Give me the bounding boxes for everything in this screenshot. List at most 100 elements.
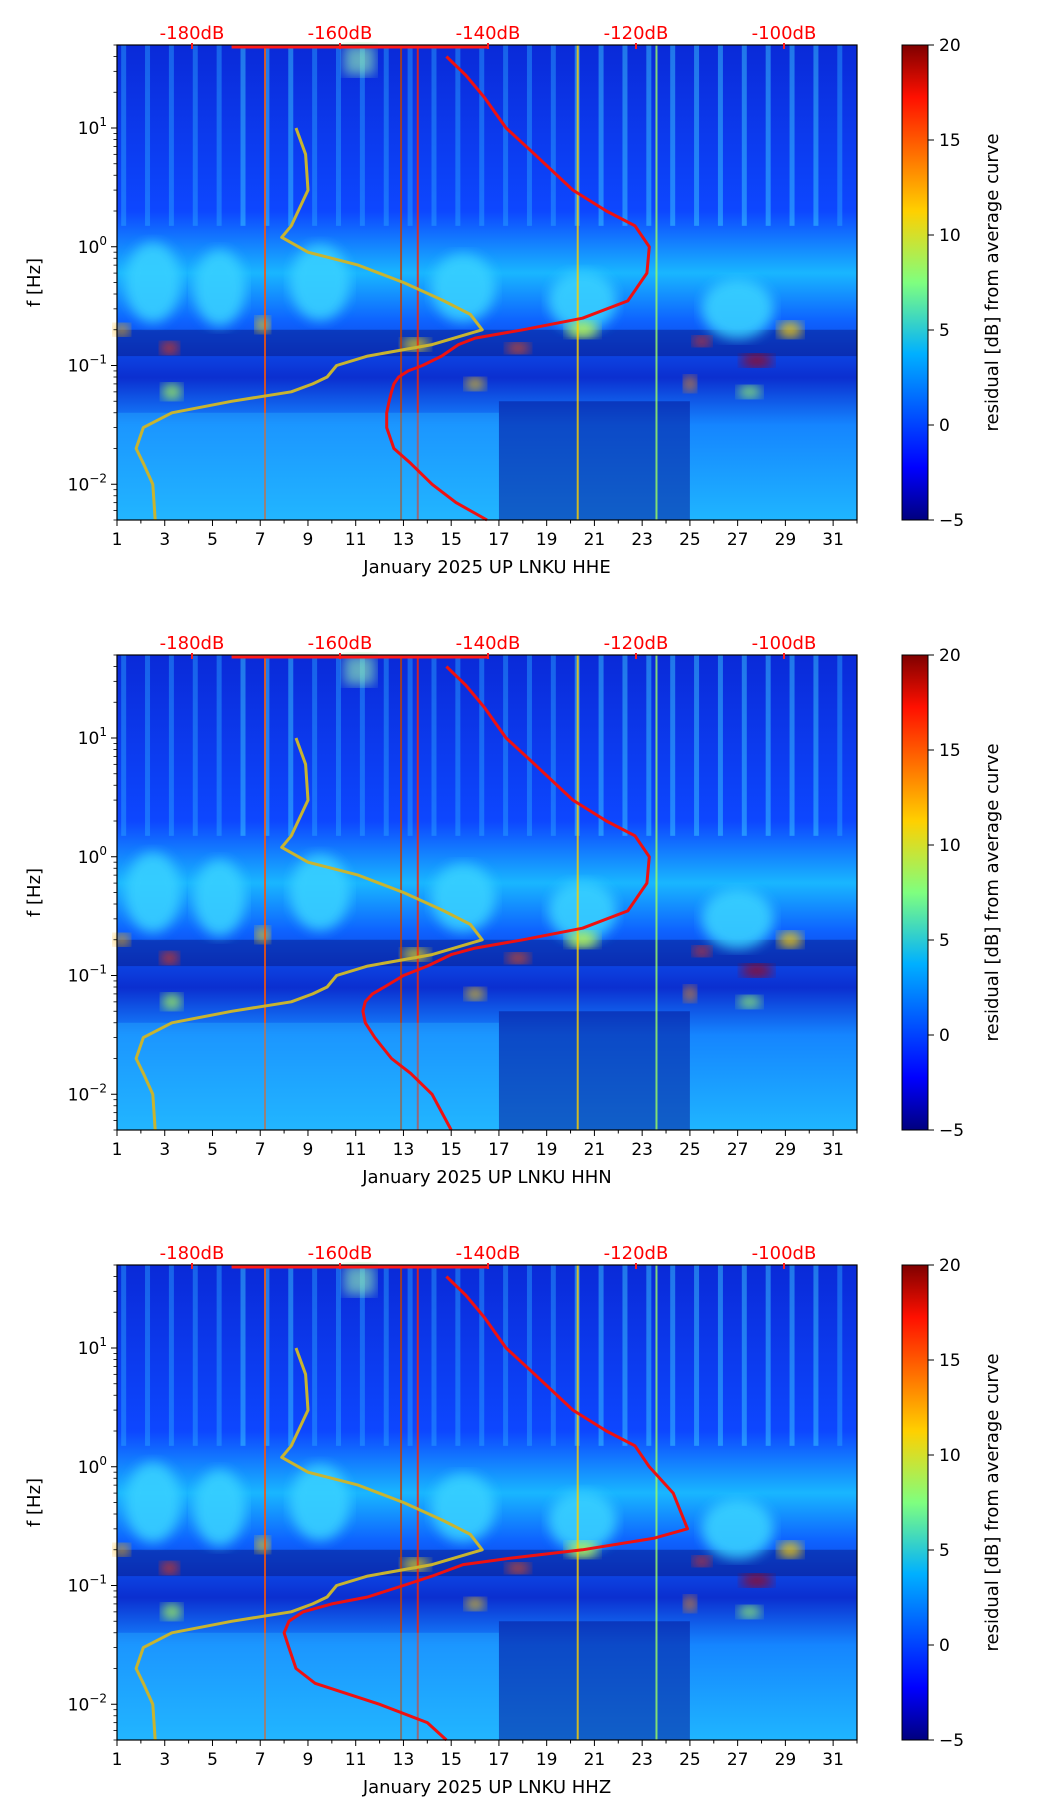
noise-blob	[506, 1563, 531, 1574]
daily-stripe	[288, 655, 294, 836]
x-tick-label: 19	[536, 1750, 558, 1770]
noise-blob	[778, 931, 803, 948]
y-tick-exponent: −2	[89, 471, 107, 485]
x-tick-label: 29	[775, 1750, 797, 1770]
daily-stripe	[168, 45, 174, 226]
daily-stripe	[526, 1265, 532, 1446]
noise-blob	[113, 933, 130, 946]
db-scale-label: -180dB	[160, 633, 225, 654]
colorbar	[901, 44, 929, 521]
daily-stripe	[240, 1265, 246, 1446]
daily-stripe	[168, 655, 174, 836]
x-tick-label: 7	[255, 530, 266, 550]
noise-blob	[692, 946, 711, 957]
highfreq-event	[343, 45, 375, 75]
noise-blob	[124, 242, 181, 323]
y-tick-label: 10−1	[68, 963, 107, 987]
daily-stripe	[359, 1265, 365, 1446]
daily-stripe	[479, 1265, 485, 1446]
daily-stripe	[216, 45, 222, 226]
noise-blob	[161, 1603, 182, 1620]
x-tick-label: 29	[775, 1140, 797, 1160]
noise-model-curve	[134, 1347, 484, 1741]
daily-stripe	[383, 1265, 389, 1446]
y-axis-label: f [Hz]	[24, 868, 45, 917]
daily-stripe	[765, 45, 771, 226]
daily-stripe	[359, 655, 365, 836]
daily-stripe	[646, 655, 652, 836]
x-tick-label: 17	[488, 1140, 510, 1160]
daily-stripe	[837, 1265, 843, 1446]
noise-blob	[740, 354, 773, 367]
noise-blob	[193, 1469, 246, 1546]
x-tick-label: 25	[679, 1750, 701, 1770]
colorbar-tick-label: −5	[939, 511, 964, 531]
x-tick-label: 3	[159, 1750, 170, 1770]
noise-blob	[465, 1597, 486, 1610]
colorbar-tick-label: 15	[939, 741, 961, 761]
noise-blob	[465, 987, 486, 1000]
x-tick-label: 1	[112, 530, 123, 550]
noise-blob	[683, 1595, 696, 1612]
x-tick-label: 31	[822, 530, 844, 550]
db-scale-label: -180dB	[160, 23, 225, 44]
noise-blob	[289, 1464, 350, 1541]
daily-stripe	[526, 655, 532, 836]
db-scale-label: -160dB	[308, 23, 373, 44]
colorbar-tick-label: 10	[939, 226, 961, 246]
x-tick-label: 27	[727, 1750, 749, 1770]
daily-stripe	[455, 655, 461, 836]
highfreq-event	[343, 655, 375, 685]
x-tick-label: 23	[631, 1750, 653, 1770]
colorbar-tick-label: 20	[939, 36, 961, 56]
daily-stripe	[264, 45, 270, 226]
noise-blob	[737, 385, 762, 398]
daily-stripe	[837, 655, 843, 836]
average-noise-curve	[361, 665, 651, 1131]
x-tick-label: 7	[255, 1750, 266, 1770]
noise-blob	[124, 1462, 181, 1543]
x-tick-label: 1	[112, 1750, 123, 1770]
db-scale-label: -140dB	[456, 1243, 521, 1264]
daily-stripe	[765, 655, 771, 836]
x-tick-label: 25	[679, 530, 701, 550]
noise-blob	[683, 985, 696, 1002]
x-tick-label: 5	[207, 1750, 218, 1770]
x-tick-label: 9	[303, 1750, 314, 1770]
db-scale-label: -120dB	[604, 23, 669, 44]
daily-stripe	[407, 655, 413, 836]
daily-stripe	[622, 45, 628, 226]
daily-stripe	[622, 1265, 628, 1446]
db-scale-label: -120dB	[604, 633, 669, 654]
daily-stripe	[717, 45, 723, 226]
daily-stripe	[383, 45, 389, 226]
daily-stripe	[264, 655, 270, 836]
daily-stripe	[216, 1265, 222, 1446]
daily-stripe	[288, 45, 294, 226]
y-tick-exponent: −1	[89, 963, 107, 977]
x-axis-label: January 2025 UP LNKU HHN	[361, 1167, 612, 1188]
noise-model-curve	[134, 127, 484, 521]
y-tick-label: 100	[78, 844, 107, 868]
colorbar-tick-label: 15	[939, 131, 961, 151]
colorbar-tick-label: 10	[939, 1446, 961, 1466]
y-tick-label: 10−1	[68, 1573, 107, 1597]
y-tick-exponent: 1	[99, 725, 107, 739]
daily-stripe	[622, 655, 628, 836]
daily-stripe	[455, 1265, 461, 1446]
daily-stripe	[670, 45, 676, 226]
longperiod-band	[117, 412, 499, 520]
db-scale-label: -160dB	[308, 1243, 373, 1264]
daily-stripe	[145, 1265, 151, 1446]
noise-blob	[161, 383, 182, 400]
y-tick-exponent: −1	[89, 353, 107, 367]
daily-stripe	[455, 45, 461, 226]
x-tick-label: 9	[303, 530, 314, 550]
y-tick-exponent: 0	[99, 1454, 107, 1468]
daily-stripe	[192, 655, 198, 836]
db-scale-label: -120dB	[604, 1243, 669, 1264]
daily-stripe	[598, 655, 604, 836]
highfreq-event	[343, 1265, 375, 1295]
y-tick-exponent: 0	[99, 234, 107, 248]
y-tick-exponent: −1	[89, 1573, 107, 1587]
